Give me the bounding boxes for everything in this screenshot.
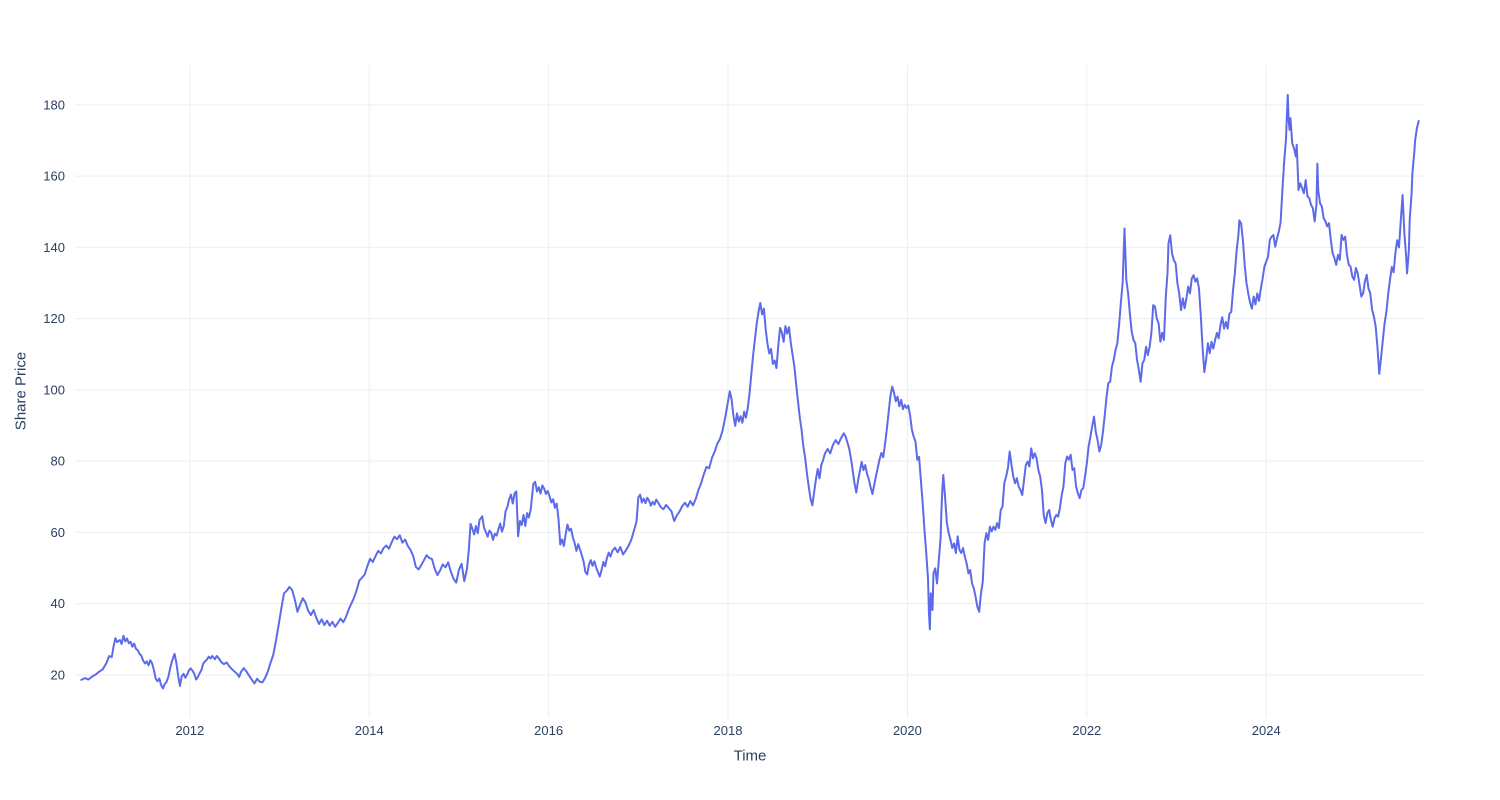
y-tick-label: 80 (51, 454, 65, 469)
y-axis-tick-labels: 20 40 60 80 100 120 140 160 180 (43, 97, 65, 682)
x-tick-label: 2022 (1072, 723, 1101, 738)
x-tick-label: 2024 (1252, 723, 1281, 738)
y-tick-label: 100 (43, 382, 65, 397)
y-tick-label: 120 (43, 311, 65, 326)
y-tick-label: 140 (43, 240, 65, 255)
y-tick-label: 40 (51, 596, 65, 611)
x-tick-label: 2012 (175, 723, 204, 738)
x-tick-label: 2016 (534, 723, 563, 738)
x-tick-label: 2018 (714, 723, 743, 738)
price-line-series (80, 93, 1420, 690)
y-tick-label: 20 (51, 667, 65, 682)
x-tick-label: 2014 (355, 723, 384, 738)
y-tick-label: 160 (43, 169, 65, 184)
x-axis-tick-labels: 2012 2014 2016 2018 2020 2022 2024 (175, 723, 1280, 738)
x-tick-label: 2020 (893, 723, 922, 738)
share-price-line (80, 93, 1420, 690)
y-tick-label: 60 (51, 525, 65, 540)
y-axis-title: Share Price (12, 351, 30, 431)
x-axis-title: Time (733, 747, 767, 765)
y-tick-label: 180 (43, 97, 65, 112)
